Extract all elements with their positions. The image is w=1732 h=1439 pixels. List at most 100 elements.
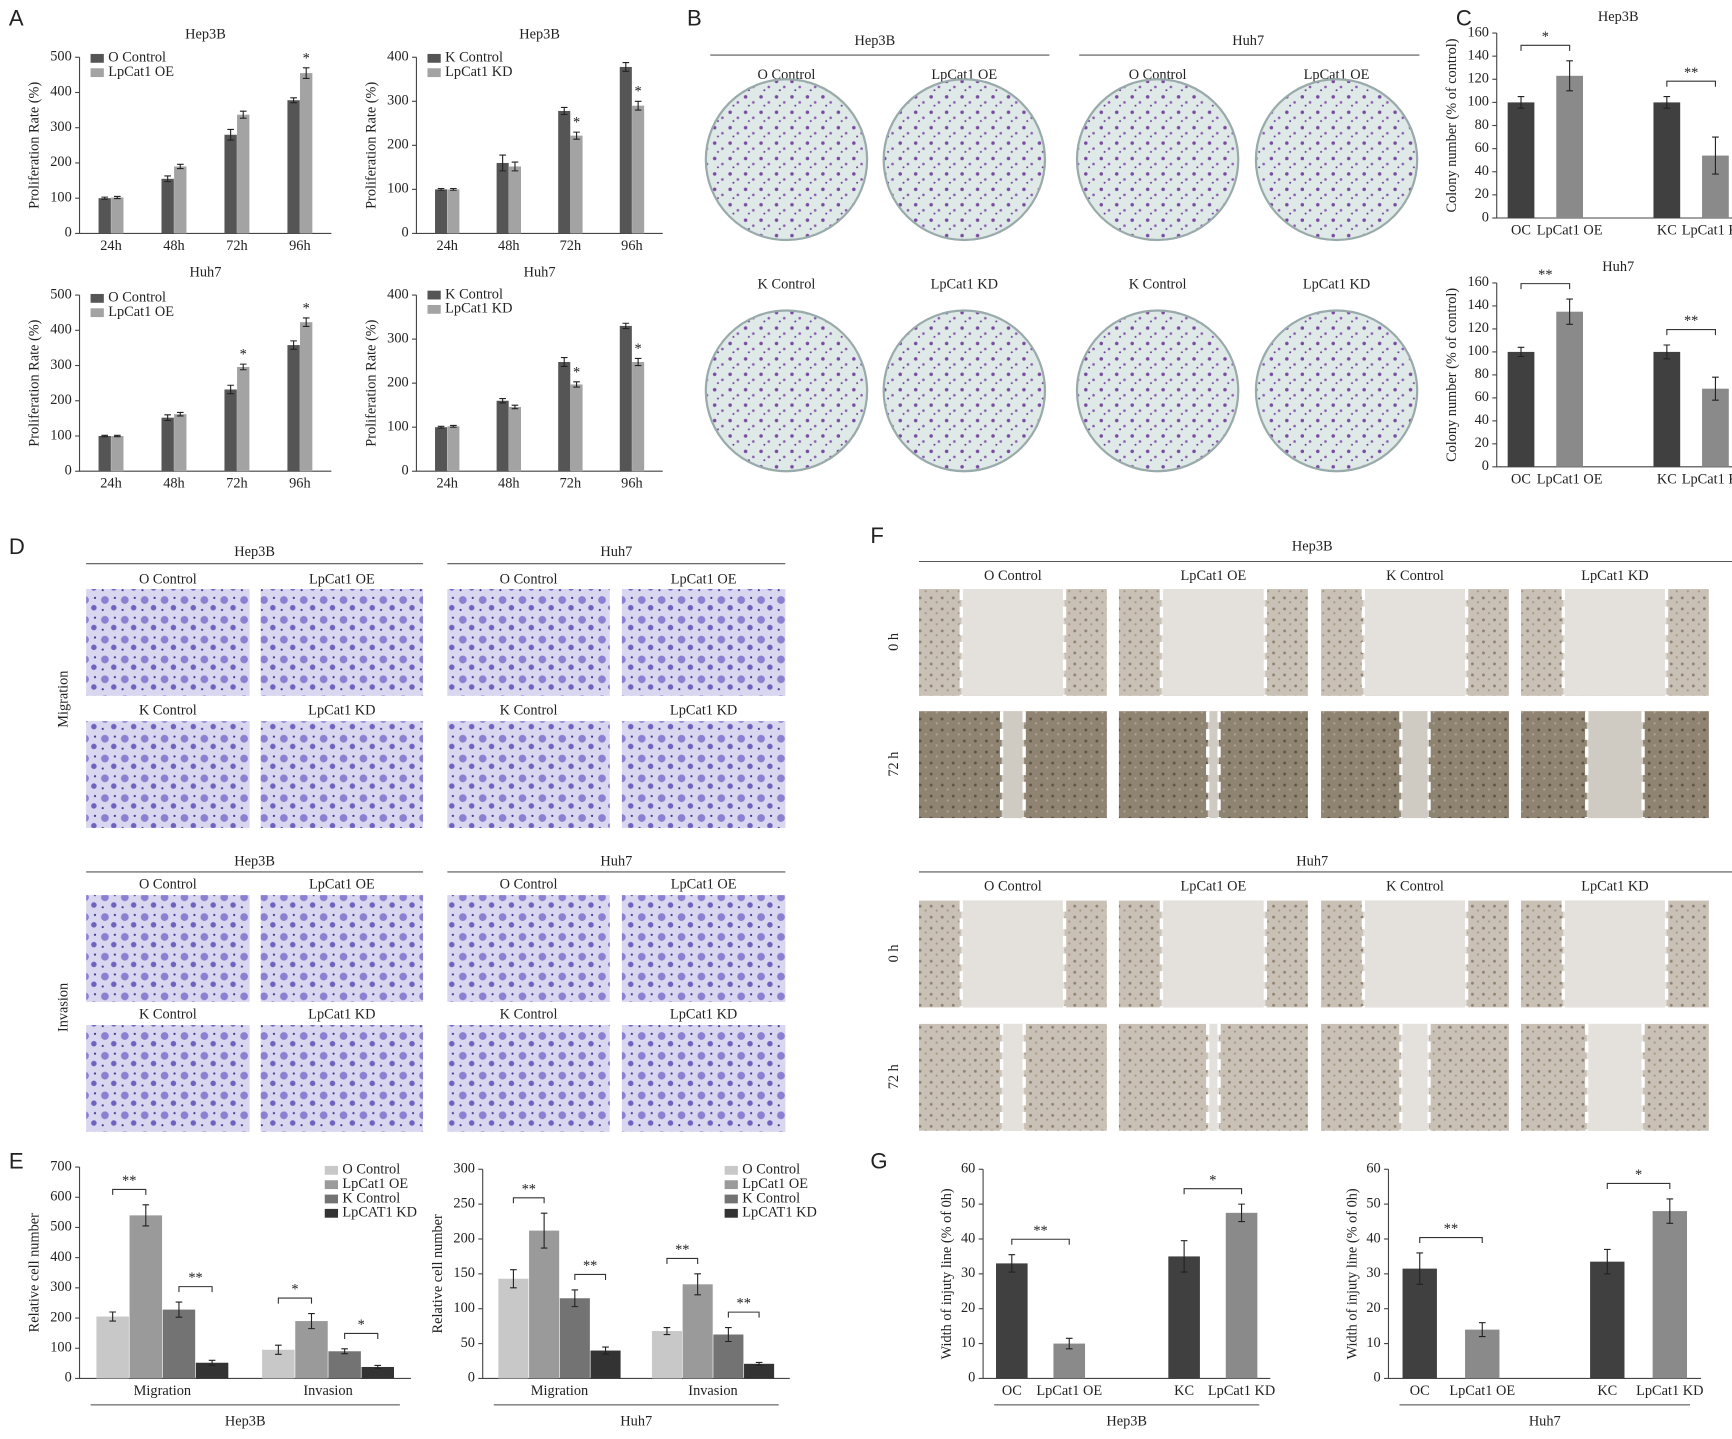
bar <box>1507 351 1535 467</box>
time-label: 0 h <box>886 945 902 963</box>
legend-swatch <box>324 1180 339 1190</box>
y-tick-label: 20 <box>961 1300 975 1316</box>
bar <box>651 1331 682 1379</box>
legend-swatch <box>724 1165 738 1175</box>
microscopy-photo <box>86 1025 250 1132</box>
error-bar <box>634 357 642 367</box>
dish-photo <box>882 309 1047 473</box>
bracket <box>666 1257 699 1264</box>
bar <box>224 134 237 234</box>
bar <box>361 1366 395 1379</box>
error-bar <box>109 1311 116 1322</box>
bar <box>529 1230 560 1379</box>
y-tick-label: 100 <box>387 181 409 197</box>
bar <box>1653 102 1681 218</box>
image-label: LpCat1 OE <box>309 876 375 892</box>
row-label: Invasion <box>55 983 71 1032</box>
error-bar <box>1478 1322 1486 1338</box>
microscopy-photo <box>86 895 250 1002</box>
error-bar <box>227 128 234 141</box>
bar <box>237 114 250 234</box>
wound-gap <box>1363 589 1467 696</box>
error-bar <box>755 1361 763 1366</box>
image-label: LpCat1 KD <box>670 703 737 719</box>
error-bar <box>663 1326 671 1336</box>
microscopy-photo <box>447 1025 610 1132</box>
error-bar <box>499 154 506 172</box>
bar <box>98 198 111 234</box>
bar <box>570 384 583 472</box>
wound-gap <box>1563 589 1667 696</box>
y-tick-label: 200 <box>50 392 72 408</box>
wound-gap <box>961 589 1065 696</box>
legend-swatch <box>427 290 441 300</box>
y-tick-label: 500 <box>50 286 72 302</box>
bar <box>96 1316 129 1379</box>
y-tick-label: 600 <box>50 1189 72 1205</box>
bar <box>224 389 237 472</box>
x-tick-label: LpCat1 KD <box>1682 223 1732 239</box>
image-label: LpCat1 OE <box>1181 568 1247 584</box>
error-bar <box>142 1204 150 1227</box>
dish-label: LpCat1 OE <box>931 67 997 83</box>
significance: ** <box>1684 65 1698 81</box>
x-axis-label: Huh7 <box>620 1414 652 1430</box>
microscopy-photo <box>447 895 610 1002</box>
x-tick-label: Invasion <box>303 1383 352 1399</box>
bar <box>682 1284 713 1379</box>
bar <box>496 162 509 234</box>
bar <box>328 1351 361 1379</box>
error-bar <box>1666 1198 1674 1224</box>
significance: ** <box>1033 1223 1047 1239</box>
dish-label: LpCat1 KD <box>1303 276 1370 292</box>
y-tick-label: 300 <box>50 357 72 373</box>
x-tick-label: 96h <box>621 476 643 492</box>
bar <box>174 166 187 234</box>
y-tick-label: 20 <box>1366 1300 1380 1316</box>
y-tick-label: 120 <box>1467 71 1489 87</box>
bar <box>129 1215 163 1379</box>
wound-gap <box>961 900 1065 1008</box>
bar <box>1507 102 1535 218</box>
wound-gap <box>1400 1023 1430 1131</box>
error-bar <box>164 175 171 183</box>
bar <box>287 345 300 472</box>
x-tick-label: Invasion <box>688 1383 737 1399</box>
y-tick-label: 400 <box>387 49 409 65</box>
y-tick-label: 200 <box>50 154 72 170</box>
y-axis-label: Proliferation Rate (%) <box>27 319 43 446</box>
image-label: O Control <box>500 572 558 588</box>
y-tick-label: 60 <box>1366 1161 1380 1177</box>
dish-photo <box>1075 78 1240 242</box>
error-bar <box>239 110 247 119</box>
significance: ** <box>583 1258 597 1274</box>
bar <box>1465 1329 1500 1379</box>
bar <box>619 325 632 472</box>
y-tick-label: 0 <box>468 1370 475 1386</box>
significance: ** <box>122 1173 136 1189</box>
image-label: O Control <box>984 568 1042 584</box>
panel-letter: E <box>9 1149 24 1174</box>
y-tick-label: 0 <box>402 463 409 479</box>
dish-photo <box>1075 309 1240 473</box>
bar <box>435 427 448 472</box>
legend-swatch <box>90 308 104 318</box>
legend-label: K Control <box>342 1190 400 1206</box>
significance: * <box>303 50 310 66</box>
row-label: Migration <box>55 671 71 728</box>
y-tick-label: 300 <box>453 1161 475 1177</box>
y-tick-label: 40 <box>1475 412 1489 428</box>
legend-label: K Control <box>742 1190 800 1206</box>
panel-letter: F <box>870 523 883 548</box>
error-bar <box>302 67 310 79</box>
x-tick-label: OC <box>1002 1383 1022 1399</box>
y-tick-label: 100 <box>50 1340 72 1356</box>
error-bar <box>540 1212 548 1249</box>
significance: * <box>1209 1172 1216 1188</box>
error-bar <box>573 131 580 140</box>
bracket <box>1520 44 1571 51</box>
y-tick-label: 50 <box>1366 1195 1380 1211</box>
microscopy-photo <box>86 589 250 696</box>
y-tick-label: 300 <box>387 330 409 346</box>
microscopy-photo <box>260 589 424 696</box>
